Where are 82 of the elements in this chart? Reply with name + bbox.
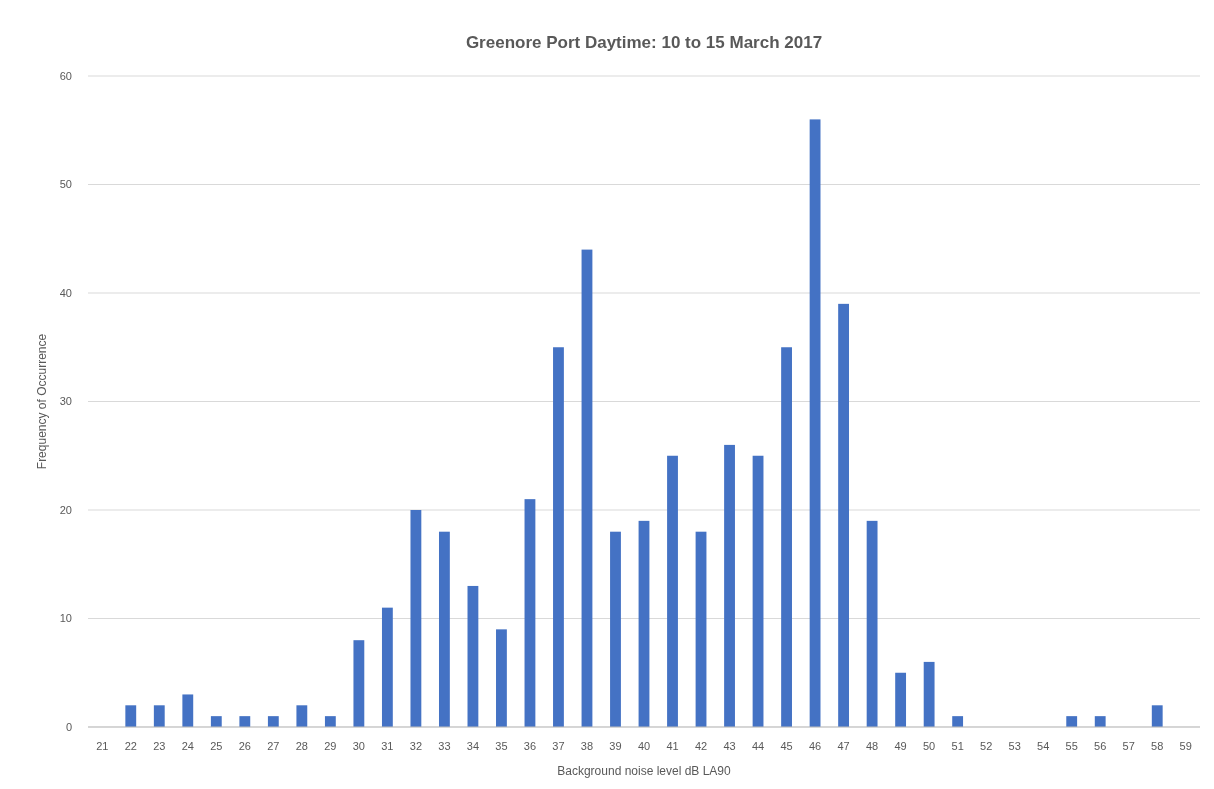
x-tick-label: 26 [238, 740, 251, 752]
bar [838, 303, 850, 727]
x-tick-label: 59 [1179, 740, 1192, 752]
x-tick-label: 53 [1008, 740, 1021, 752]
y-axis-title: Frequency of Occurrence [35, 333, 49, 470]
bar [667, 455, 678, 727]
x-tick-label: 40 [637, 740, 651, 752]
x-tick-label: 33 [438, 740, 451, 752]
x-tick-label: 50 [923, 740, 936, 752]
y-tick-label: 30 [59, 395, 72, 408]
x-tick-label: 41 [666, 740, 679, 752]
x-tick-label: 57 [1122, 740, 1135, 752]
bar [1151, 705, 1163, 727]
y-tick-label: 20 [59, 503, 72, 516]
bar [952, 716, 964, 727]
x-tick-label: 42 [694, 740, 708, 752]
x-tick-label: 51 [951, 740, 964, 752]
bar [752, 455, 764, 727]
bar [923, 661, 935, 727]
bar [610, 531, 621, 727]
x-tick-label: 46 [808, 740, 822, 752]
x-tick-label: 48 [865, 740, 879, 752]
bar [581, 249, 593, 727]
x-tick-label: 54 [1037, 740, 1050, 752]
bar [866, 520, 878, 727]
x-tick-label: 22 [124, 740, 137, 752]
bar [638, 520, 650, 727]
x-tick-label: 56 [1094, 740, 1107, 752]
x-axis-title: Background noise level dB LA90 [557, 764, 732, 778]
y-tick-label: 40 [59, 286, 72, 299]
y-tick-label: 50 [59, 178, 72, 191]
x-tick-label: 55 [1065, 740, 1078, 752]
bar [438, 531, 450, 727]
x-tick-label: 29 [324, 740, 337, 752]
bar [724, 444, 735, 727]
bar [153, 705, 165, 727]
y-tick-label: 60 [59, 69, 72, 82]
x-tick-label: 24 [181, 740, 194, 752]
bar [353, 640, 365, 727]
x-tick-label: 58 [1151, 740, 1164, 752]
x-tick-label: 45 [780, 740, 793, 752]
bar [182, 694, 194, 727]
x-tick-label: 32 [409, 740, 423, 752]
x-tick-label: 38 [580, 740, 594, 752]
x-tick-label: 37 [552, 740, 565, 752]
bar [895, 672, 907, 727]
bar [381, 607, 393, 727]
x-tick-label: 49 [894, 740, 907, 752]
x-tick-label: 34 [466, 740, 480, 752]
bar [553, 347, 564, 727]
bar [1066, 716, 1078, 727]
x-tick-label: 31 [381, 740, 394, 752]
x-tick-label: 25 [210, 740, 223, 752]
x-tick-label: 44 [751, 740, 765, 752]
x-tick-label: 35 [495, 740, 508, 752]
x-tick-label: 47 [837, 740, 850, 752]
x-tick-label: 21 [96, 740, 109, 752]
bar [496, 629, 507, 727]
x-tick-label: 43 [723, 740, 736, 752]
y-tick-label: 10 [59, 612, 72, 625]
x-tick-label: 28 [295, 740, 308, 752]
bar [809, 119, 821, 727]
bar [267, 716, 279, 727]
bar [210, 716, 222, 727]
bar [467, 585, 479, 727]
x-tick-label: 30 [352, 740, 365, 752]
chart-title: Greenore Port Daytime: 10 to 15 March 2017 [465, 33, 823, 52]
bar [524, 499, 536, 727]
bar [1094, 716, 1106, 727]
x-tick-label: 36 [523, 740, 537, 752]
x-tick-label: 52 [980, 740, 993, 752]
x-tick-label: 39 [609, 740, 622, 752]
bar [324, 716, 336, 727]
bar [781, 347, 792, 727]
x-tick-label: 27 [267, 740, 280, 752]
bar [296, 705, 308, 727]
bar [410, 510, 422, 727]
bar [125, 705, 137, 727]
x-tick-label: 23 [153, 740, 166, 752]
bar [695, 531, 707, 727]
bar [239, 716, 251, 727]
y-tick-label: 0 [65, 720, 72, 733]
